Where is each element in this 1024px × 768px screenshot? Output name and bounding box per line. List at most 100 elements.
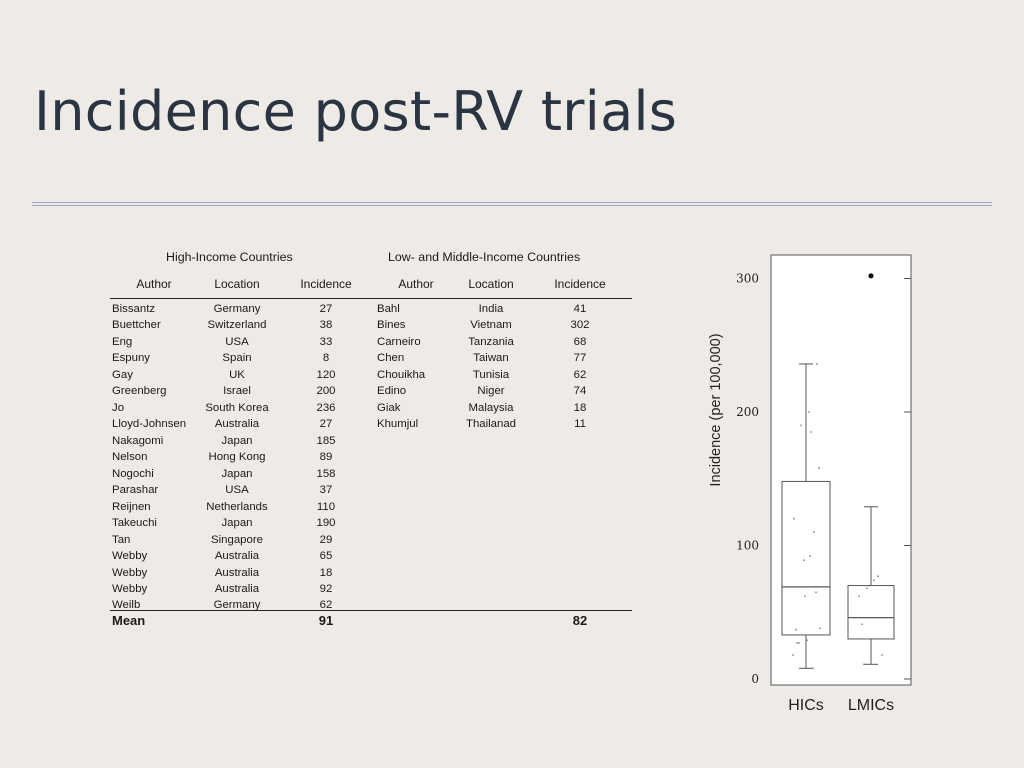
x-category-label: HICs bbox=[788, 697, 824, 714]
hic-author-column: Bissantz Buettcher Eng Espuny Gay Greenberg Jo… bbox=[112, 301, 202, 614]
data-point bbox=[863, 663, 865, 666]
data-point bbox=[809, 555, 811, 558]
hic-incidence-cell: 8 bbox=[322, 352, 330, 365]
y-tick-label: 300 bbox=[736, 272, 759, 286]
y-tick-label: 0 bbox=[751, 672, 759, 686]
hic-location-cell: USA bbox=[225, 484, 249, 497]
lmic-header-incidence: Incidence bbox=[554, 277, 606, 291]
data-point bbox=[795, 628, 797, 631]
lmic-location-cell: Malaysia bbox=[468, 401, 514, 414]
lmic-incidence-cell: 68 bbox=[573, 335, 587, 348]
hic-author-cell: Nogochi bbox=[112, 467, 154, 480]
hic-location-cell: Spain bbox=[222, 352, 252, 365]
lmic-incidence-cell: 11 bbox=[574, 418, 586, 431]
hic-author-cell: Parashar bbox=[112, 484, 159, 497]
hic-incidence-cell: 29 bbox=[319, 533, 333, 546]
lmic-incidence-cell: 74 bbox=[573, 385, 587, 398]
slide-title: Incidence post-RV trials bbox=[34, 80, 678, 143]
lmic-location-cell: Taiwan bbox=[473, 352, 509, 365]
data-point bbox=[796, 642, 798, 644]
lmic-author-cell: Bahl bbox=[377, 303, 400, 315]
hic-author-cell: Lloyd-Johnsen bbox=[112, 418, 187, 431]
y-tick-label: 200 bbox=[736, 405, 759, 419]
hic-incidence-cell: 185 bbox=[316, 434, 336, 447]
lmic-author-cell: Khumjul bbox=[377, 418, 419, 431]
hic-location-cell: Germany bbox=[213, 599, 261, 612]
hic-incidence-cell: 158 bbox=[316, 467, 336, 480]
hic-incidence-cell: 27 bbox=[319, 303, 333, 315]
hic-incidence-cell: 33 bbox=[319, 335, 333, 348]
hic-incidence-cell: 92 bbox=[319, 582, 333, 595]
hic-author-cell: Nakagomi bbox=[112, 434, 164, 447]
data-point bbox=[815, 591, 817, 594]
hic-location-cell: Israel bbox=[223, 385, 251, 398]
hic-location-cell: UK bbox=[229, 368, 245, 381]
hic-header-location: Location bbox=[214, 277, 260, 291]
data-point bbox=[858, 595, 860, 598]
hic-location-cell: South Korea bbox=[205, 401, 269, 414]
hic-location-cell: Australia bbox=[214, 550, 260, 563]
title-divider-secondary bbox=[32, 205, 992, 206]
y-axis-label: Incidence (per 100,000) bbox=[708, 333, 724, 486]
hic-location-cell: Australia bbox=[214, 418, 260, 431]
lmic-author-column: Bahl Bines Carneiro Chen Chouikha Edino Giak Kh… bbox=[377, 301, 453, 433]
hic-location-cell: Switzerland bbox=[207, 319, 267, 332]
hic-incidence-cell: 120 bbox=[316, 368, 336, 381]
box-iqr bbox=[781, 480, 831, 636]
hic-location-cell: Australia bbox=[214, 582, 260, 595]
lmic-location-cell: Tunisia bbox=[472, 368, 510, 381]
hic-location-cell: Japan bbox=[221, 434, 253, 447]
data-point bbox=[800, 424, 802, 427]
hic-author-cell: Nelson bbox=[112, 451, 148, 464]
hic-author-cell: Espuny bbox=[112, 352, 150, 365]
hic-location-cell: Japan bbox=[221, 467, 253, 480]
hic-incidence-cell: 38 bbox=[319, 319, 333, 332]
hic-author-cell: Greenberg bbox=[112, 385, 167, 398]
lmic-header-location: Location bbox=[468, 277, 514, 291]
hic-author-cell: Webby bbox=[112, 550, 148, 563]
lmic-incidence-column: 41 302 68 77 62 74 18 11 bbox=[560, 301, 600, 433]
hic-author-cell: Takeuchi bbox=[112, 517, 157, 530]
table-bottom-rule bbox=[110, 610, 632, 611]
hic-incidence-cell: 18 bbox=[319, 566, 333, 579]
data-point bbox=[812, 667, 814, 670]
hic-location-cell: Netherlands bbox=[206, 500, 268, 513]
hic-location-column: Germany Switzerland USA Spain UK Israel South … bbox=[196, 301, 278, 614]
lmic-location-cell: Tanzania bbox=[468, 335, 514, 348]
hic-group-title: High-Income Countries bbox=[166, 250, 293, 264]
hic-incidence-cell: 89 bbox=[319, 451, 333, 464]
data-point bbox=[806, 639, 808, 642]
hic-author-cell: Reijnen bbox=[112, 500, 151, 513]
lmic-author-cell: Carneiro bbox=[377, 335, 421, 348]
lmic-author-cell: Chen bbox=[377, 352, 405, 365]
hic-location-cell: Australia bbox=[214, 566, 260, 579]
data-point bbox=[803, 559, 805, 562]
data-point bbox=[818, 467, 820, 469]
incidence-boxplot: 0 100 200 300 Incidence (per 100,000) HICs LMI… bbox=[708, 254, 912, 714]
y-tick-label: 100 bbox=[736, 539, 759, 553]
lmic-incidence-cell: 18 bbox=[573, 401, 587, 414]
table-top-rule bbox=[110, 298, 632, 299]
data-point bbox=[866, 587, 868, 590]
data-point bbox=[801, 634, 803, 636]
hic-author-cell: Webby bbox=[112, 582, 148, 595]
lmic-author-cell: Chouikha bbox=[377, 368, 426, 381]
lmic-location-cell: Thailanad bbox=[465, 418, 517, 431]
data-point bbox=[798, 642, 800, 644]
lmic-author-cell: Edino bbox=[377, 385, 407, 398]
lmic-incidence-cell: 77 bbox=[573, 352, 587, 365]
hic-location-cell: Japan bbox=[221, 517, 253, 530]
lmic-header-author: Author bbox=[398, 277, 434, 291]
data-point bbox=[816, 363, 818, 365]
hic-location-cell: Singapore bbox=[211, 533, 263, 546]
hic-location-cell: Hong Kong bbox=[208, 451, 266, 464]
hic-incidence-column: 27 38 33 8 120 200 236 27 185 89 158 37 110 190 29 65 18… bbox=[306, 301, 346, 614]
hic-incidence-cell: 27 bbox=[319, 418, 333, 431]
hic-incidence-cell: 200 bbox=[316, 385, 336, 398]
box-iqr bbox=[847, 585, 895, 640]
data-point bbox=[793, 517, 795, 520]
lmic-group-title: Low- and Middle-Income Countries bbox=[388, 250, 581, 264]
lmic-location-cell: India bbox=[478, 303, 504, 315]
outlier-point bbox=[868, 273, 874, 279]
data-point bbox=[877, 575, 879, 578]
